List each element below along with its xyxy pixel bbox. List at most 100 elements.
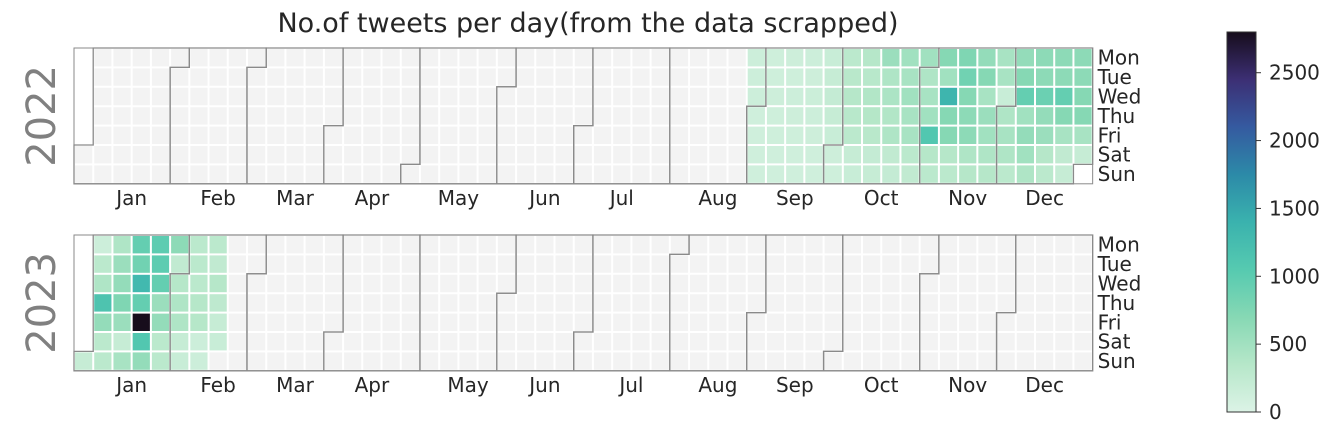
- weekday-label: Sat: [1098, 330, 1131, 354]
- day-cell-2023-05-24: [478, 274, 496, 293]
- day-cell-2023-07-06: [593, 294, 612, 312]
- day-cell-2022-06-20: [555, 49, 573, 67]
- day-cell-2023-10-11: [863, 274, 881, 293]
- day-cell-2023-12-04: [1016, 236, 1034, 254]
- day-cell-2022-07-12: [613, 68, 631, 86]
- day-cell-2023-09-29: [824, 313, 842, 331]
- day-cell-2022-07-18: [632, 49, 650, 67]
- day-cell-2022-08-28: [728, 165, 746, 183]
- day-cell-2023-04-19: [382, 274, 400, 293]
- day-cell-2023-05-11: [440, 294, 458, 312]
- day-cell-2023-09-09: [766, 333, 785, 351]
- day-cell-2023-03-11: [267, 333, 285, 351]
- day-cell-2023-09-08: [766, 313, 785, 331]
- day-cell-2022-08-17: [709, 87, 727, 106]
- day-cell-2022-03-11: [267, 126, 285, 144]
- day-cell-2022-03-24: [305, 107, 323, 125]
- day-cell-2022-06-18: [536, 146, 554, 164]
- day-cell-2022-05-23: [478, 49, 496, 67]
- month-label: Feb: [200, 186, 235, 210]
- day-cell-2022-04-04: [344, 49, 362, 67]
- day-cell-2023-10-26: [901, 294, 919, 312]
- day-cell-2023-12-22: [1055, 313, 1073, 331]
- day-cell-2022-03-06: [247, 165, 266, 183]
- day-cell-2022-08-18: [709, 107, 727, 125]
- day-cell-2023-09-20: [805, 274, 823, 293]
- colorbar-tick-label: 1500: [1269, 196, 1320, 220]
- day-cell-2022-07-11: [613, 49, 631, 67]
- day-cell-2022-04-08: [344, 126, 362, 144]
- day-cell-2022-04-02: [324, 146, 343, 164]
- day-cell-2022-03-07: [267, 49, 285, 67]
- day-cell-2023-06-07: [517, 274, 535, 293]
- day-cell-2022-02-19: [209, 146, 227, 164]
- day-cell-2023-10-18: [882, 274, 900, 293]
- day-cell-2022-04-30: [401, 146, 419, 164]
- day-cell-2022-04-01: [324, 126, 343, 144]
- month-label: Apr: [355, 373, 390, 397]
- day-cell-2023-05-26: [478, 313, 496, 331]
- day-cell-2022-04-27: [401, 87, 419, 106]
- colorbar-tick-label: 2500: [1269, 61, 1320, 85]
- day-cell-2023-12-25: [1074, 236, 1092, 254]
- day-cell-2023-04-17: [382, 236, 400, 254]
- day-cell-2023-07-27: [651, 294, 669, 312]
- day-cell-2022-07-16: [613, 146, 631, 164]
- day-cell-2023-01-11: [113, 274, 131, 293]
- day-cell-2023-06-01: [497, 294, 516, 312]
- day-cell-2023-06-19: [555, 236, 573, 254]
- day-cell-2023-02-24: [228, 313, 246, 331]
- day-cell-2022-05-07: [420, 146, 439, 164]
- day-cell-2022-06-11: [517, 146, 535, 164]
- day-cell-2022-01-31: [171, 49, 189, 67]
- day-cell-2022-04-09: [344, 146, 362, 164]
- day-cell-2023-03-02: [247, 294, 266, 312]
- day-cell-2023-06-02: [497, 313, 516, 331]
- day-cell-2023-12-17: [1036, 352, 1054, 370]
- day-cell-2022-04-13: [363, 87, 381, 106]
- day-cell-2023-11-05: [920, 352, 938, 370]
- day-cell-2022-04-19: [382, 68, 400, 86]
- day-cell-2022-10-13: [863, 107, 881, 125]
- day-cell-2023-09-26: [824, 255, 842, 273]
- day-cell-2023-08-26: [728, 333, 746, 351]
- day-cell-2023-06-09: [517, 313, 535, 331]
- day-cell-2022-02-13: [190, 165, 208, 183]
- day-cell-2022-05-16: [459, 49, 477, 67]
- day-cell-2023-11-08: [939, 274, 958, 293]
- day-cell-2023-02-02: [171, 294, 189, 312]
- day-cell-2023-12-24: [1055, 352, 1073, 370]
- day-cell-2023-04-14: [363, 313, 381, 331]
- day-cell-2023-09-06: [766, 274, 785, 293]
- day-cell-2022-07-03: [574, 165, 592, 183]
- day-cell-2023-01-23: [151, 236, 170, 254]
- day-cell-2022-06-12: [517, 165, 535, 183]
- day-cell-2022-04-14: [363, 107, 381, 125]
- day-cell-2022-12-23: [1055, 126, 1073, 144]
- day-cell-2023-04-12: [363, 274, 381, 293]
- day-cell-2023-08-06: [670, 352, 689, 370]
- day-cell-2023-01-15: [113, 352, 131, 370]
- day-cell-2023-12-13: [1036, 274, 1054, 293]
- day-cell-2022-08-01: [670, 49, 689, 67]
- day-cell-2022-02-23: [228, 87, 246, 106]
- day-cell-2022-01-24: [151, 49, 170, 67]
- day-cell-2023-07-02: [574, 352, 592, 370]
- day-cell-2022-05-24: [478, 68, 496, 86]
- day-cell-2022-05-10: [440, 68, 458, 86]
- day-cell-2023-03-13: [286, 236, 304, 254]
- day-cell-2023-01-14: [113, 333, 131, 351]
- day-cell-2022-02-20: [209, 165, 227, 183]
- day-cell-2022-11-07: [939, 49, 958, 67]
- day-cell-2022-06-15: [536, 87, 554, 106]
- day-cell-2022-04-06: [344, 87, 362, 106]
- chart-title: No.of tweets per day(from the data scrap…: [277, 8, 898, 39]
- day-cell-2023-04-09: [344, 352, 362, 370]
- day-cell-2022-05-13: [440, 126, 458, 144]
- day-cell-2022-12-28: [1074, 87, 1092, 106]
- day-cell-2023-12-01: [997, 313, 1015, 331]
- day-cell-2023-06-11: [517, 352, 535, 370]
- day-cell-2023-09-16: [786, 333, 804, 351]
- day-cell-2022-10-12: [863, 87, 881, 106]
- day-cell-2023-05-27: [478, 333, 496, 351]
